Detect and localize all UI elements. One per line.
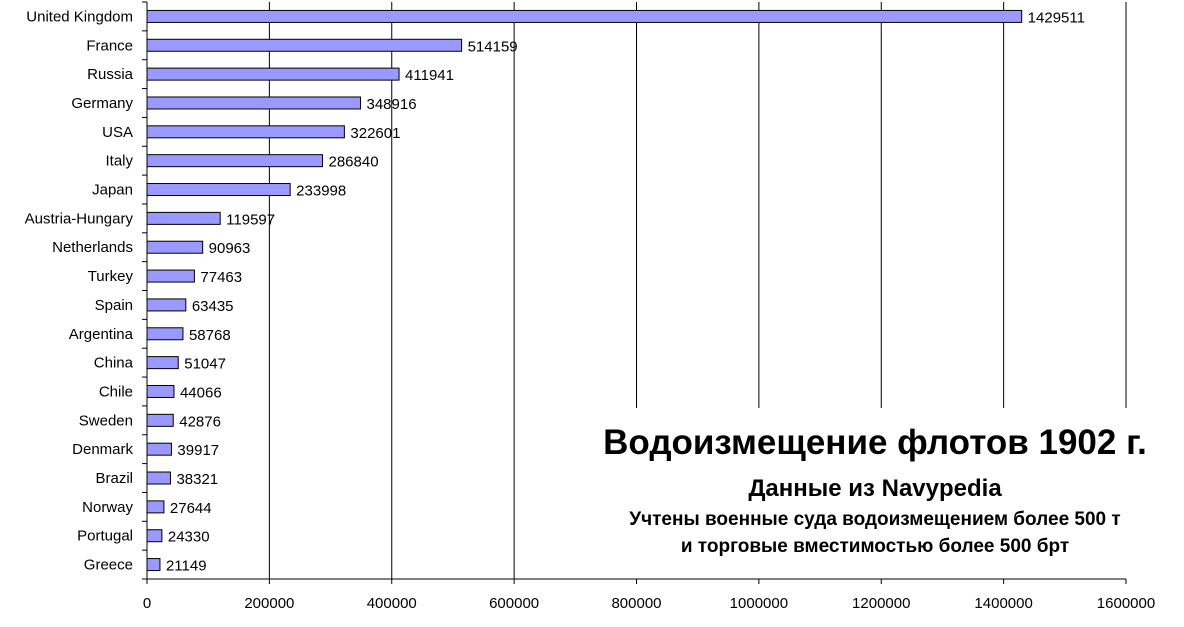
x-tick-label: 0 xyxy=(143,595,151,612)
bar xyxy=(146,211,221,225)
gridlines xyxy=(268,2,1127,579)
chart-note-line-2: и торговые вместимостью более 500 брт xyxy=(680,536,1070,557)
data-label: 24330 xyxy=(168,529,210,546)
category-label: Chile xyxy=(99,383,133,400)
category-label: Sweden xyxy=(79,412,133,429)
chart-subtitle: Данные из Navypedia xyxy=(748,475,1002,502)
chart-note-line-1: Учтены военные суда водоизмещением более… xyxy=(629,509,1121,530)
bar xyxy=(146,471,171,485)
x-tick-label: 600000 xyxy=(489,595,539,612)
bar xyxy=(146,442,172,456)
bar xyxy=(146,67,400,81)
bars xyxy=(146,9,1023,572)
data-label: 21149 xyxy=(166,558,207,575)
data-label: 119597 xyxy=(226,211,275,228)
bar xyxy=(146,558,161,572)
category-label: Netherlands xyxy=(52,239,133,256)
data-label: 1429511 xyxy=(1028,9,1085,26)
x-tick-label: 200000 xyxy=(244,595,294,612)
x-tick-label: 800000 xyxy=(611,595,661,612)
bar xyxy=(146,269,195,283)
x-tick-label: 1200000 xyxy=(852,595,910,612)
bar xyxy=(146,500,165,514)
data-label: 58768 xyxy=(189,327,231,344)
bar xyxy=(146,327,184,341)
category-label: Denmark xyxy=(72,441,133,458)
bar xyxy=(146,529,163,543)
category-labels: United Kingdom France Russia Germany USA Ital… xyxy=(25,8,134,573)
category-label: Russia xyxy=(87,66,134,83)
bar xyxy=(146,298,187,312)
data-label: 286840 xyxy=(329,154,379,171)
bar xyxy=(146,96,361,110)
data-label: 42876 xyxy=(179,413,221,430)
data-label: 348916 xyxy=(366,96,416,113)
bar xyxy=(146,183,291,197)
x-axis: 0 200000 400000 600000 800000 1000000 1200000 1… xyxy=(142,1,1155,612)
data-label: 39917 xyxy=(177,442,219,459)
category-label: Portugal xyxy=(77,528,133,545)
data-label: 90963 xyxy=(209,240,251,257)
category-label: USA xyxy=(102,124,133,141)
data-label: 38321 xyxy=(176,471,218,488)
category-label: Germany xyxy=(71,95,133,112)
data-label: 63435 xyxy=(192,298,234,315)
category-label: Turkey xyxy=(88,268,134,285)
x-tick-label: 1600000 xyxy=(1097,595,1155,612)
data-label: 27644 xyxy=(170,500,212,517)
bar xyxy=(146,240,204,254)
title-block: Водоизмещение флотов 1902 г. Данные из N… xyxy=(560,420,1184,560)
data-label: 411941 xyxy=(405,67,454,84)
category-label: Japan xyxy=(92,182,133,199)
category-label: Argentina xyxy=(69,326,134,343)
data-label: 233998 xyxy=(296,183,346,200)
category-label: Austria-Hungary xyxy=(25,210,134,227)
data-labels: 1429511 514159 411941 348916 322601 286840 233… xyxy=(166,9,1085,574)
bar xyxy=(146,356,179,370)
x-tick-label: 400000 xyxy=(367,595,417,612)
category-label: Italy xyxy=(105,153,133,170)
category-label: United Kingdom xyxy=(26,8,133,25)
data-label: 44066 xyxy=(180,384,222,401)
data-label: 514159 xyxy=(468,38,518,55)
category-label: Norway xyxy=(82,499,133,516)
data-label: 77463 xyxy=(200,269,242,286)
bar xyxy=(146,38,463,52)
bar xyxy=(146,9,1023,23)
bar xyxy=(146,125,345,139)
category-label: Brazil xyxy=(95,470,133,487)
category-label: Spain xyxy=(95,297,133,314)
x-tick-label: 1000000 xyxy=(730,595,788,612)
bar xyxy=(146,384,175,398)
x-tick-label: 1400000 xyxy=(974,595,1032,612)
bar xyxy=(146,154,324,168)
category-label: France xyxy=(86,37,133,54)
data-label: 322601 xyxy=(350,125,400,142)
data-label: 51047 xyxy=(184,356,226,373)
category-label: Greece xyxy=(84,557,133,574)
chart-title: Водоизмещение флотов 1902 г. xyxy=(603,423,1147,462)
bar xyxy=(146,413,174,427)
category-label: China xyxy=(94,355,134,372)
